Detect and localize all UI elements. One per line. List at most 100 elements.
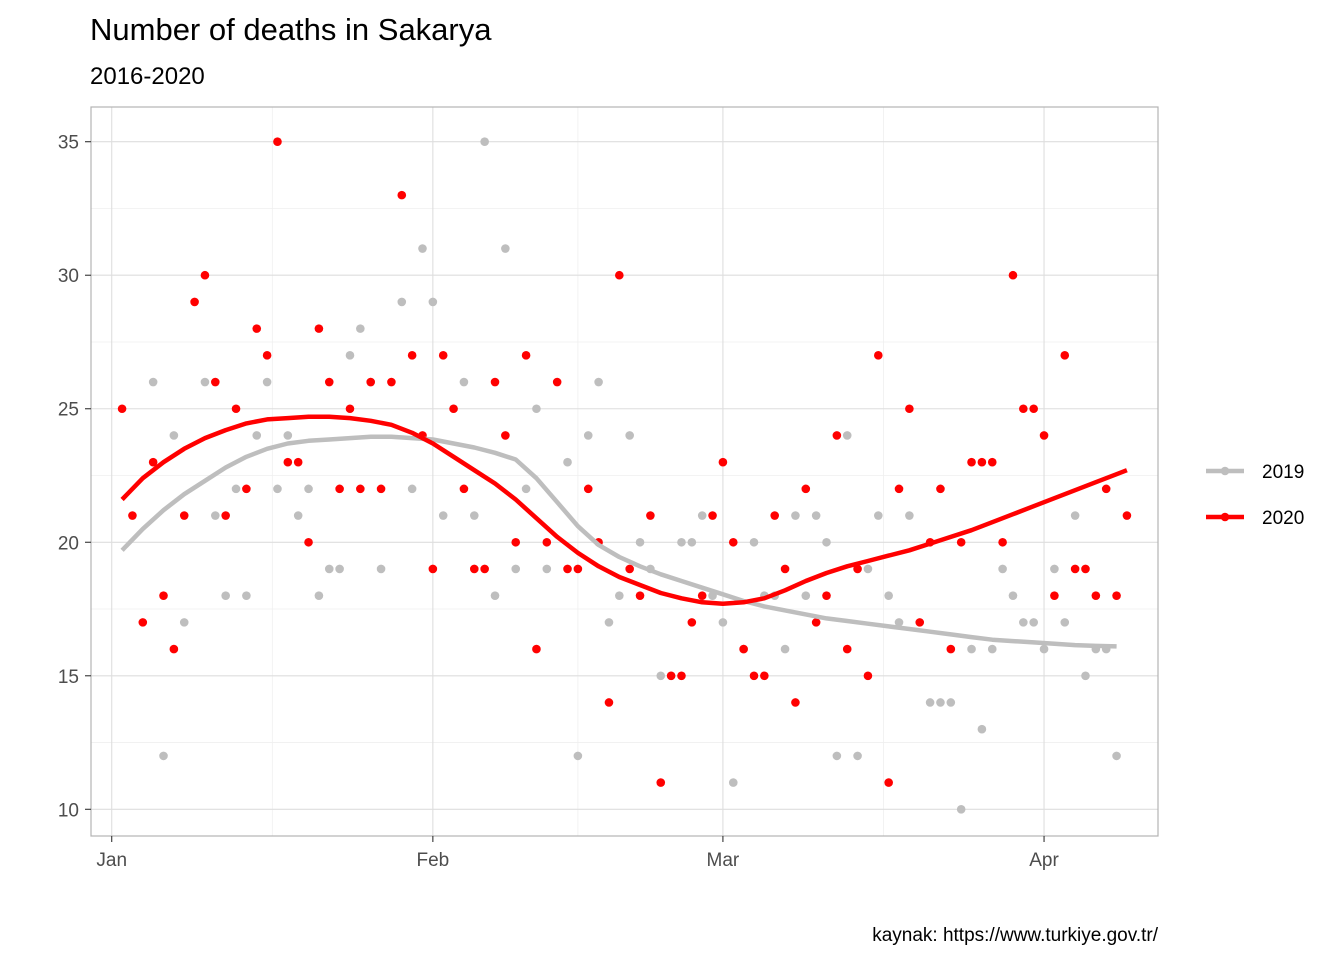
- x-tick-label: Apr: [1029, 850, 1059, 871]
- point-2020: [760, 671, 769, 681]
- point-2020: [511, 537, 521, 547]
- point-2020: [656, 778, 666, 787]
- point-2020: [1081, 564, 1090, 574]
- point-2020: [324, 377, 334, 387]
- point-2019: [469, 511, 479, 520]
- point-2020: [625, 564, 634, 574]
- point-2020: [863, 671, 873, 681]
- major-gridlines: [91, 107, 1158, 836]
- point-2020: [469, 564, 479, 574]
- point-2020: [304, 537, 313, 547]
- point-2019: [853, 751, 862, 761]
- point-2019: [998, 564, 1007, 574]
- point-2020: [635, 591, 645, 600]
- point-2019: [159, 751, 168, 761]
- point-2019: [677, 537, 686, 547]
- point-2019: [283, 431, 293, 440]
- point-2020: [905, 404, 914, 414]
- point-2020: [273, 137, 282, 147]
- y-tick-label: 25: [58, 400, 79, 421]
- point-2019: [780, 644, 790, 654]
- point-2020: [117, 404, 127, 414]
- point-2020: [190, 297, 199, 307]
- point-2019: [594, 377, 603, 387]
- point-2019: [1019, 618, 1028, 627]
- point-2020: [987, 457, 997, 467]
- point-2019: [480, 137, 489, 147]
- point-2020: [387, 377, 396, 387]
- point-2020: [697, 591, 707, 600]
- point-2020: [708, 511, 717, 520]
- point-2020: [438, 351, 448, 360]
- point-2019: [625, 431, 634, 440]
- point-2020: [801, 484, 811, 494]
- point-2020: [791, 698, 800, 707]
- point-2019: [490, 591, 500, 600]
- point-2020: [946, 644, 956, 654]
- point-2020: [293, 457, 303, 467]
- point-2020: [211, 377, 220, 387]
- point-2019: [687, 537, 697, 547]
- point-2019: [1008, 591, 1018, 600]
- point-2019: [842, 431, 852, 440]
- point-2019: [697, 511, 707, 520]
- point-2019: [925, 698, 935, 707]
- point-2019: [956, 804, 966, 814]
- point-2019: [304, 484, 313, 494]
- point-2020: [252, 324, 262, 333]
- point-2020: [356, 484, 365, 494]
- point-2019: [728, 778, 738, 787]
- point-2019: [200, 377, 210, 387]
- point-2020: [687, 618, 697, 627]
- point-2019: [148, 377, 158, 387]
- point-2020: [283, 457, 293, 467]
- point-2019: [231, 484, 241, 494]
- point-2019: [718, 618, 728, 627]
- chart-subtitle: 2016-2020: [90, 63, 205, 90]
- point-2019: [356, 324, 365, 333]
- x-tick-label: Jan: [96, 850, 127, 871]
- point-2020: [552, 377, 562, 387]
- point-2019: [811, 511, 821, 520]
- point-2020: [718, 457, 728, 467]
- point-2020: [780, 564, 790, 574]
- point-2019: [252, 431, 262, 440]
- point-2019: [501, 244, 510, 253]
- point-2020: [314, 324, 324, 333]
- point-2020: [262, 351, 272, 360]
- point-2019: [987, 644, 997, 654]
- point-2019: [532, 404, 541, 414]
- legend-key-point-2020: [1220, 512, 1230, 522]
- point-2020: [884, 778, 893, 787]
- point-2019: [791, 511, 800, 520]
- point-2020: [128, 511, 137, 520]
- point-2020: [397, 190, 407, 200]
- y-tick-label: 35: [58, 133, 79, 154]
- point-2020: [1122, 511, 1132, 520]
- point-2020: [894, 484, 904, 494]
- point-2019: [1060, 618, 1070, 627]
- point-2019: [345, 351, 355, 360]
- point-2020: [915, 618, 925, 627]
- point-2020: [998, 537, 1007, 547]
- point-2019: [542, 564, 552, 574]
- point-2019: [407, 484, 417, 494]
- point-2019: [615, 591, 624, 600]
- point-2020: [542, 537, 552, 547]
- point-2020: [977, 457, 987, 467]
- y-axis: 10 15 20 25 30 35: [58, 133, 91, 821]
- point-2020: [521, 351, 531, 360]
- point-2020: [1112, 591, 1121, 600]
- point-2020: [615, 270, 624, 280]
- point-2020: [604, 698, 614, 707]
- point-2020: [677, 671, 686, 681]
- point-2019: [863, 564, 873, 574]
- point-2020: [459, 484, 469, 494]
- point-2019: [314, 591, 324, 600]
- point-2019: [179, 618, 189, 627]
- point-2019: [822, 537, 831, 547]
- point-2019: [977, 724, 987, 734]
- legend-label-2019: 2019: [1262, 462, 1304, 483]
- point-2020: [169, 644, 179, 654]
- point-2020: [583, 484, 593, 494]
